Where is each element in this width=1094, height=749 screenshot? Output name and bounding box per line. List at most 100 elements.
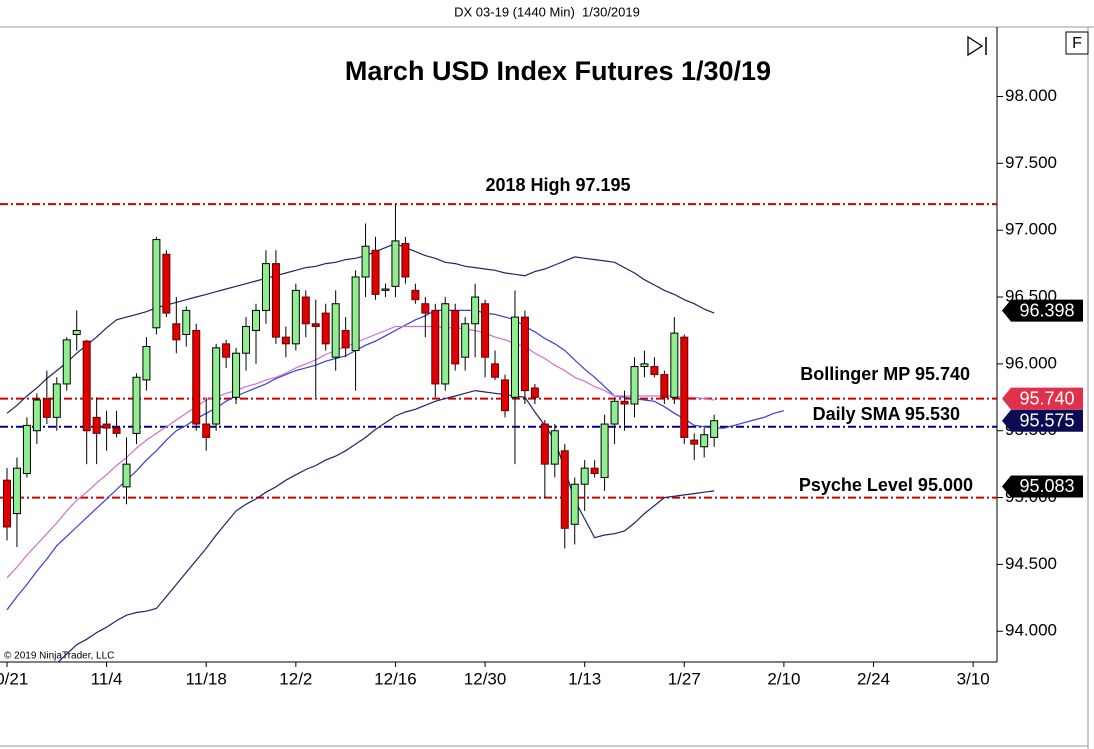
- candle-body: [112, 427, 121, 434]
- scroll-end-icon[interactable]: [967, 35, 987, 57]
- f-button[interactable]: [1065, 31, 1089, 55]
- candle-body: [202, 423, 211, 438]
- candle-body: [451, 309, 460, 365]
- y-tick-label: 98.000: [1005, 86, 1057, 105]
- candle-body: [102, 423, 111, 429]
- candle-body: [501, 379, 509, 412]
- price-marker: [1002, 299, 1083, 322]
- copyright: © 2019 NinjaTrader, LLC: [4, 651, 114, 662]
- price-marker-label: 95.740: [1019, 388, 1074, 408]
- x-tick-label: 11/4: [91, 669, 123, 688]
- candle-body: [471, 296, 480, 325]
- candle-body: [680, 336, 689, 438]
- indicator-line: [6, 242, 715, 414]
- candle-body: [72, 329, 81, 335]
- candle-body: [331, 303, 340, 358]
- candle-body: [341, 329, 350, 349]
- candle-body: [441, 303, 450, 385]
- x-tick-label: 1/27: [668, 669, 701, 688]
- level-label: Psyche Level 95.000: [799, 475, 973, 495]
- indicator-line: [6, 309, 785, 611]
- y-tick-label: 94.500: [1005, 554, 1057, 573]
- candle-body: [172, 323, 181, 341]
- candle-body: [540, 423, 549, 465]
- candle-body: [62, 339, 71, 385]
- candle-body: [3, 479, 11, 528]
- level-label: 2018 High 97.195: [485, 175, 630, 195]
- candle-body: [381, 288, 390, 291]
- y-tick-label: 96.000: [1005, 353, 1057, 372]
- candle-body: [361, 245, 370, 278]
- window-title: DX 03-19 (1440 Min) 1/30/2019: [454, 4, 640, 19]
- candle-body: [700, 434, 709, 448]
- candle-body: [162, 253, 171, 314]
- candle-body: [311, 323, 320, 327]
- chart-title: March USD Index Futures 1/30/19: [345, 56, 771, 86]
- candle-body: [510, 316, 519, 398]
- candle-body: [371, 249, 380, 295]
- candle-body: [261, 263, 270, 311]
- level-label: Daily SMA 95.530: [813, 404, 960, 424]
- x-tick-label: 12/30: [464, 669, 507, 688]
- x-tick-label: 12/16: [374, 669, 417, 688]
- candle-body: [411, 289, 420, 301]
- candle-body: [281, 336, 290, 345]
- f-button-label[interactable]: F: [1072, 35, 1082, 52]
- x-tick-label: 11/18: [186, 669, 227, 688]
- candle-body: [550, 430, 559, 465]
- x-tick-label: 10/21: [0, 669, 28, 688]
- candle-body: [491, 363, 500, 378]
- price-marker-label: 95.575: [1019, 410, 1074, 430]
- candle-body: [42, 398, 51, 418]
- price-marker: [1002, 475, 1083, 498]
- candle-body: [122, 463, 131, 488]
- indicator-line: [57, 389, 715, 662]
- candle-body: [620, 400, 629, 405]
- candle-body: [242, 325, 251, 354]
- candle-body: [182, 309, 191, 335]
- candle-body: [92, 416, 101, 434]
- candle-body: [650, 366, 659, 376]
- candle-body: [690, 439, 699, 445]
- candle-body: [82, 340, 91, 432]
- candle-body: [530, 387, 539, 398]
- candle-body: [630, 366, 639, 405]
- candle-body: [570, 483, 579, 525]
- candle-body: [481, 303, 490, 358]
- candle-body: [321, 312, 330, 345]
- candle-body: [291, 289, 300, 345]
- candle-body: [32, 399, 41, 432]
- candle-body: [710, 420, 719, 438]
- candle-body: [590, 467, 599, 475]
- y-tick-label: 94.000: [1005, 621, 1057, 640]
- x-tick-label: 3/10: [957, 669, 990, 688]
- level-label: Bollinger MP 95.740: [800, 364, 970, 384]
- candle-body: [560, 450, 569, 529]
- candle-body: [401, 243, 410, 278]
- candle-body: [670, 332, 679, 398]
- candle-body: [421, 303, 430, 314]
- candle-body: [660, 374, 669, 398]
- price-marker-label: 96.398: [1019, 300, 1074, 320]
- x-tick-label: 2/24: [857, 669, 890, 688]
- y-tick-label: 97.500: [1005, 153, 1057, 172]
- candle-body: [431, 309, 440, 385]
- plot-area: [0, 203, 997, 662]
- price-marker-label: 95.083: [1019, 476, 1074, 496]
- indicator-line: [6, 325, 715, 579]
- candle-body: [391, 240, 400, 287]
- play-icon: [967, 35, 984, 57]
- candle-body: [212, 347, 221, 425]
- candle-body: [192, 329, 201, 425]
- candle-body: [610, 400, 619, 425]
- candle-body: [232, 352, 241, 398]
- candle-body: [22, 424, 31, 475]
- candle-body: [271, 263, 280, 338]
- x-tick-label: 12/2: [279, 669, 312, 688]
- candle-body: [600, 423, 609, 479]
- price-marker: [1002, 387, 1083, 410]
- candle-body: [252, 309, 260, 331]
